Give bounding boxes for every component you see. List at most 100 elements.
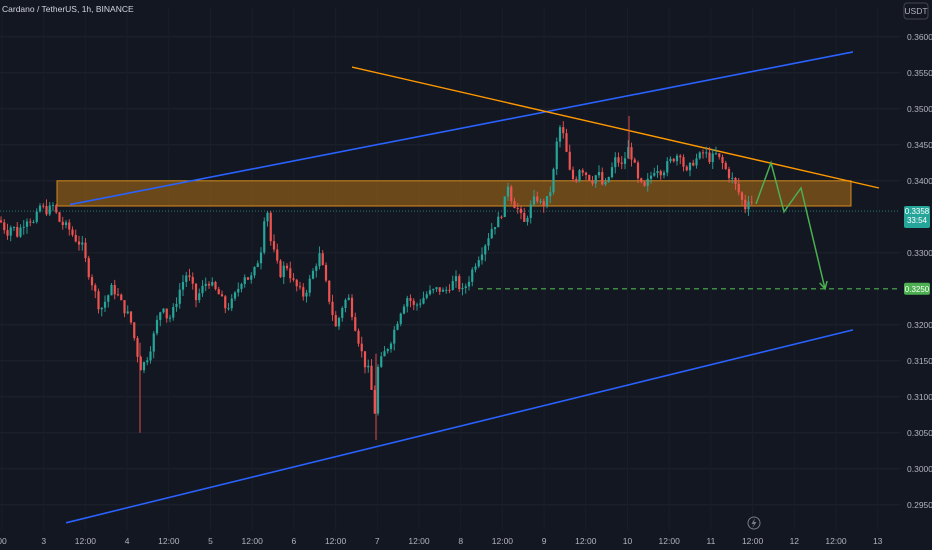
candle-body (38, 205, 42, 212)
candle-body (620, 162, 623, 164)
candle-body (207, 283, 211, 286)
candle-body (675, 155, 679, 162)
candle-body (747, 201, 750, 210)
candle-body (282, 265, 285, 278)
candle-body (168, 317, 172, 319)
x-tick-label: 5 (208, 536, 213, 546)
candle-body (695, 158, 698, 166)
candle-body (724, 163, 727, 169)
candle-body (142, 362, 146, 371)
candle-body (74, 234, 77, 242)
candle-body (373, 389, 376, 414)
time-axis[interactable]: 00 3 12:00 4 12:00 5 12:00 6 12:00 7 12:00 8 12:00 9 1… (0, 536, 883, 546)
price-axis[interactable]: 0.3600 0.3550 0.3500 0.3450 0.3400 0.3300 0.32… (907, 32, 932, 510)
candle-body (575, 179, 578, 182)
x-tick-label: 8 (458, 536, 463, 546)
countdown-timer: 33:54 (907, 216, 928, 225)
candle-body (204, 283, 207, 286)
candle-body (272, 241, 276, 250)
candle-body (214, 282, 217, 290)
candle-body (350, 297, 354, 318)
projected-path (755, 160, 826, 289)
candle-body (402, 306, 406, 314)
candle-body (607, 177, 610, 182)
candle-body (588, 174, 591, 181)
candle-body (662, 172, 666, 176)
candle-body (305, 292, 308, 297)
candle-body (32, 221, 35, 223)
candle-body (549, 192, 552, 197)
candle-body (285, 265, 289, 269)
candle-body (269, 212, 272, 242)
x-tick-label: 12:00 (659, 536, 681, 546)
candle-body (516, 208, 519, 210)
candle-body (558, 127, 562, 142)
candle-body (376, 366, 380, 414)
candle-body (649, 175, 653, 179)
candle-body (45, 205, 48, 215)
candle-body (136, 338, 139, 357)
y-tick-label: 0.3200 (907, 320, 932, 330)
candle-body (51, 205, 55, 207)
candle-body (87, 258, 90, 278)
y-tick-label: 0.2950 (907, 500, 932, 510)
candle-body (659, 171, 662, 176)
candle-body (471, 269, 474, 282)
candle-body (688, 162, 692, 171)
lightning-icon[interactable] (747, 516, 761, 530)
candle-body (334, 315, 337, 327)
candle-body (162, 308, 165, 313)
candle-body (263, 221, 266, 253)
supply-zone (56, 180, 852, 207)
candle-body (526, 217, 529, 222)
candle-body (705, 152, 708, 154)
chart-title: Cardano / TetherUS, 1h, BINANCE (2, 4, 134, 14)
candle-body (562, 127, 565, 134)
candle-body (578, 170, 581, 182)
candle-body (523, 212, 526, 222)
candle-body (571, 169, 575, 180)
candle-body (292, 278, 295, 280)
x-tick-label: 12:00 (75, 536, 97, 546)
candle-body (731, 177, 734, 179)
candle-body (510, 186, 513, 202)
x-tick-label: 12 (790, 536, 800, 546)
candle-body (139, 356, 142, 371)
candle-body (25, 221, 29, 227)
candle-body (29, 221, 32, 223)
candle-body (354, 317, 357, 331)
candle-body (341, 308, 344, 318)
candle-body (233, 292, 237, 299)
candle-body (126, 311, 129, 314)
channel-lower-line (65, 329, 854, 524)
candle-body (529, 204, 532, 218)
x-tick-label: 00 (0, 536, 7, 546)
candle-body (123, 300, 126, 314)
candle-body (490, 229, 493, 239)
x-tick-label: 12:00 (158, 536, 180, 546)
candle-body (666, 161, 669, 173)
candle-body (646, 178, 649, 186)
candle-body (552, 169, 555, 193)
candle-body (107, 295, 110, 302)
x-tick-label: 12:00 (408, 536, 430, 546)
candle-body (597, 172, 601, 176)
candle-body (370, 365, 373, 390)
x-tick-label: 12:00 (242, 536, 264, 546)
candle-body (614, 157, 617, 168)
candle-body (48, 205, 51, 215)
candle-body (90, 277, 94, 286)
candle-body (565, 133, 568, 152)
currency-button[interactable]: USDT (903, 2, 929, 20)
channel-upper-line (69, 51, 854, 206)
candle-body (389, 343, 393, 350)
y-tick-label: 0.3600 (907, 32, 932, 42)
candle-body (77, 241, 81, 245)
candle-body (536, 196, 539, 202)
candle-body (237, 288, 240, 293)
candle-body (601, 172, 604, 185)
target-price-tag: 0.3250 (904, 282, 930, 295)
candle-body (201, 285, 204, 294)
candle-body (448, 289, 451, 291)
